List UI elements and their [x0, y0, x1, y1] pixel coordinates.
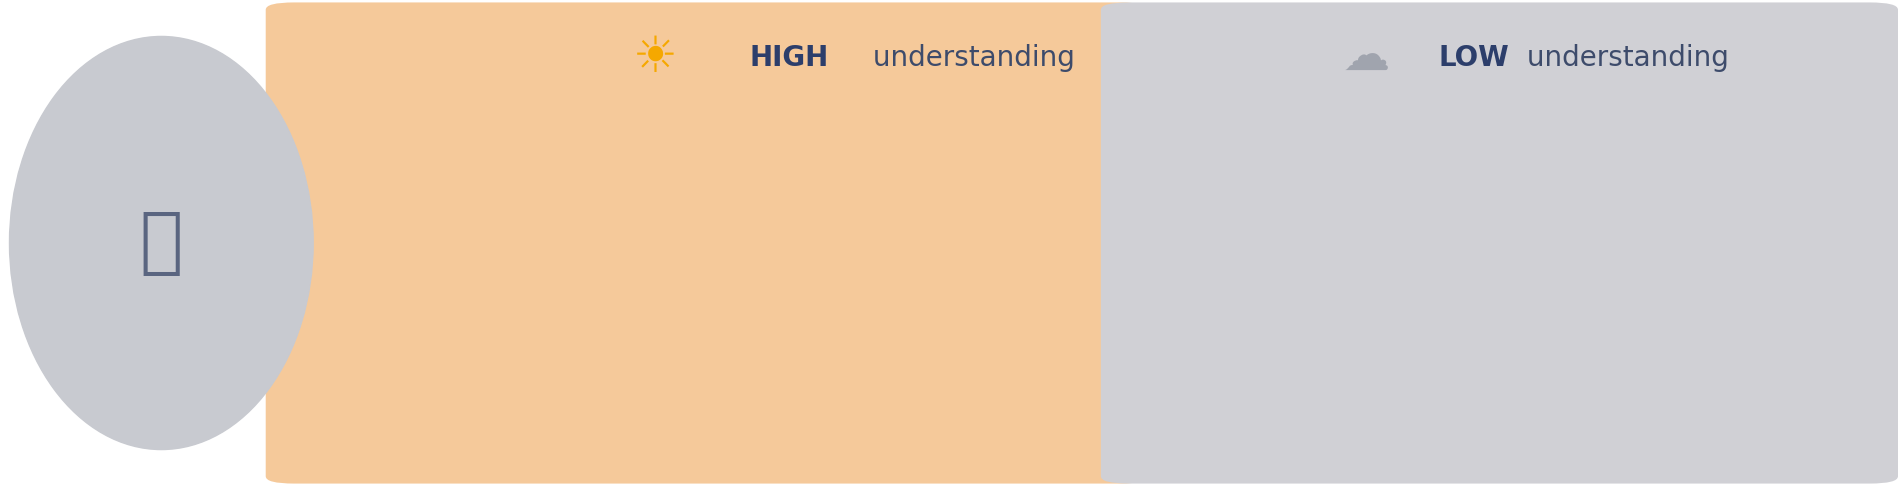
Text: 34‡: 34‡	[903, 371, 936, 389]
Bar	[541, 351, 896, 410]
Text: 33: 33	[1670, 174, 1693, 192]
Text: 🧠: 🧠	[140, 208, 182, 278]
Text: 36‡: 36‡	[924, 273, 957, 291]
Bar	[1357, 252, 1581, 312]
Text: 22: 22	[778, 174, 801, 192]
Text: 24: 24	[1587, 273, 1610, 291]
Bar	[1357, 351, 1572, 410]
Bar	[541, 252, 917, 312]
Text: LOW: LOW	[1439, 44, 1509, 72]
Text: understanding: understanding	[864, 44, 1074, 72]
Text: 23: 23	[1577, 371, 1600, 389]
Text: Age: Age	[391, 106, 425, 124]
Text: Age: Age	[1230, 106, 1264, 124]
Bar	[541, 154, 771, 213]
Text: ☀: ☀	[632, 35, 678, 82]
Text: understanding: understanding	[1518, 44, 1729, 72]
Text: HIGH: HIGH	[750, 44, 829, 72]
Bar	[1357, 154, 1665, 213]
Text: ☁: ☁	[1344, 36, 1389, 81]
